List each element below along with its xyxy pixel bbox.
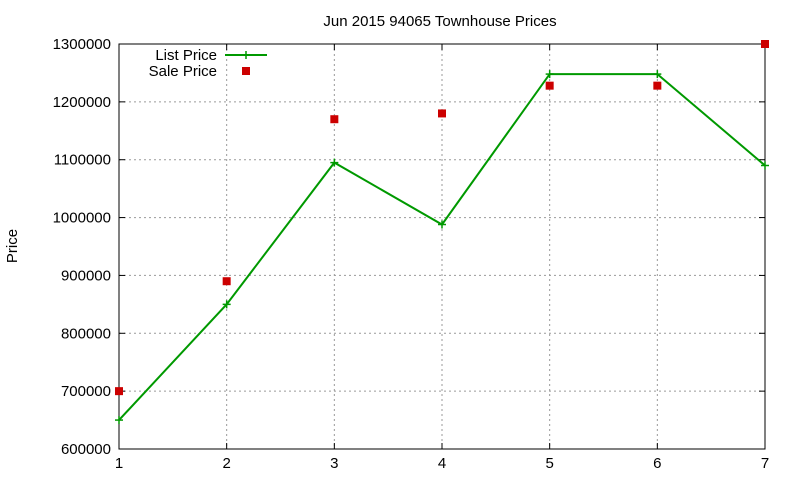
x-tick-label: 5 xyxy=(545,455,553,472)
list-price-point xyxy=(438,220,446,229)
series-layer xyxy=(115,40,769,425)
chart-title: Jun 2015 94065 Townhouse Prices xyxy=(323,13,556,30)
legend-label-sale-price: Sale Price xyxy=(149,63,217,80)
y-tick-label: 700000 xyxy=(61,383,111,400)
legend-marker-list-price xyxy=(242,51,250,59)
y-tick-label: 1200000 xyxy=(53,94,111,111)
sale-price-point xyxy=(438,109,446,118)
list-price-point xyxy=(761,161,769,170)
series-sale-price xyxy=(115,40,769,396)
y-tick-label: 800000 xyxy=(61,325,111,342)
list-price-point xyxy=(653,70,662,79)
y-tick-label: 1300000 xyxy=(53,36,111,53)
y-tick-label: 600000 xyxy=(61,441,111,458)
axis-ticks: 6000007000008000009000001000000110000012… xyxy=(53,36,770,472)
sale-price-point xyxy=(330,115,339,124)
x-tick-label: 7 xyxy=(761,455,769,472)
legend-label-list-price: List Price xyxy=(155,47,217,64)
sale-price-point xyxy=(653,81,662,90)
x-tick-label: 1 xyxy=(115,455,123,472)
list-price-point xyxy=(222,300,231,309)
x-tick-label: 4 xyxy=(438,455,446,472)
list-price-point xyxy=(545,70,554,79)
sale-price-point xyxy=(545,81,554,90)
sale-price-point xyxy=(115,387,123,396)
list-price-point xyxy=(115,416,123,425)
grid-lines xyxy=(119,44,765,449)
sale-price-point xyxy=(761,40,769,48)
y-tick-label: 1100000 xyxy=(54,152,111,169)
y-tick-label: 900000 xyxy=(61,267,111,284)
series-list-price xyxy=(115,70,769,425)
x-tick-label: 6 xyxy=(653,455,661,472)
x-tick-label: 3 xyxy=(330,455,338,472)
x-tick-label: 2 xyxy=(222,455,230,472)
list-price-point xyxy=(330,158,339,167)
y-tick-label: 1000000 xyxy=(53,210,111,227)
sale-price-point xyxy=(222,277,231,286)
y-axis-label: Price xyxy=(4,229,21,263)
legend-marker-sale-price xyxy=(242,67,250,75)
